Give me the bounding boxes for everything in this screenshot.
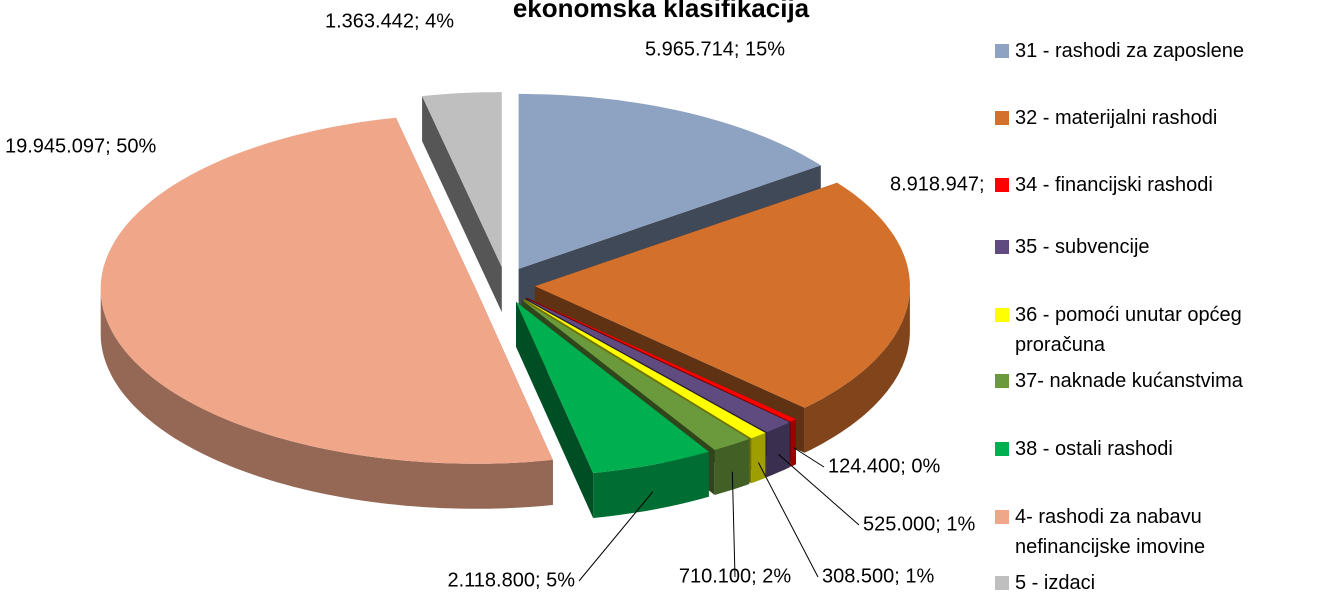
slice (100, 117, 553, 464)
legend: 31 - rashodi za zaposlene 32 - materijaln… (995, 36, 1315, 598)
data-label: 2.118.800; 5% (447, 569, 575, 591)
data-label: 710.100; 2% (679, 565, 792, 587)
legend-item: 35 - subvencije (995, 232, 1315, 262)
legend-swatch (995, 44, 1009, 58)
data-label: 8.918.947; 22% (890, 173, 990, 195)
slice (516, 301, 709, 473)
slice (518, 93, 821, 269)
legend-swatch (995, 442, 1009, 456)
legend-swatch (995, 510, 1009, 524)
slice-side (751, 432, 766, 484)
slice-side (100, 288, 553, 509)
slice (525, 298, 790, 433)
chart-title: ekonomska klasifikacija (513, 0, 810, 23)
legend-item: 4- rashodi za nabavu nefinancijske imovi… (995, 502, 1315, 562)
legend-swatch (995, 178, 1009, 192)
slice (521, 299, 750, 450)
legend-label: 35 - subvencije (1015, 236, 1150, 258)
leader-line (757, 462, 819, 578)
legend-label: 31 - rashodi za zaposlene (1015, 40, 1245, 62)
legend-item: 32 - materijalni rashodi (995, 103, 1315, 133)
legend-item: 34 - financijski rashodi (995, 170, 1315, 200)
slice-side (804, 286, 910, 453)
legend-swatch (995, 576, 1009, 590)
legend-item: 31 - rashodi za zaposlene (995, 36, 1315, 66)
legend-label: 37- naknade kućanstvima (1015, 370, 1243, 392)
slice (523, 299, 766, 439)
data-label: 124.400; 0% (828, 455, 941, 477)
legend-label: 4- rashodi za nabavu nefinancijske imovi… (1015, 506, 1206, 558)
data-label: 308.500; 1% (822, 565, 935, 587)
legend-item: 37- naknade kućanstvima (995, 366, 1315, 396)
legend-swatch (995, 374, 1009, 388)
legend-label: 5 - izdaci (1015, 572, 1096, 594)
legend-label: 32 - materijalni rashodi (1015, 107, 1218, 129)
slice-face (516, 301, 594, 518)
slice (534, 182, 910, 408)
slice-side (714, 439, 750, 495)
data-label: 5.965.714; 15% (645, 38, 785, 60)
legend-item: 5 - izdaci (995, 568, 1315, 598)
data-label: 1.363.442; 4% (325, 10, 454, 32)
leader-line (578, 491, 654, 582)
slice-face (422, 96, 502, 313)
slice (422, 92, 502, 268)
data-label: 525.000; 1% (863, 513, 976, 535)
leader-line (731, 471, 736, 578)
legend-label: 34 - financijski rashodi (1015, 174, 1213, 196)
legend-item: 36 - pomoći unutar općeg proračuna (995, 300, 1315, 360)
leader-line (778, 453, 860, 526)
legend-item: 38 - ostali rashodi (995, 434, 1315, 464)
legend-label: 38 - ostali rashodi (1015, 438, 1173, 460)
leader-line (793, 447, 825, 468)
legend-swatch (995, 308, 1009, 322)
data-label: 19.945.097; 50% (5, 135, 156, 157)
legend-swatch (995, 240, 1009, 254)
slice-side (766, 422, 790, 478)
legend-label: 36 - pomoći unutar općeg proračuna (1015, 304, 1242, 356)
slice-side (790, 419, 796, 467)
slice-side (593, 451, 709, 518)
chart: ekonomska klasifikacija 5.965.714; 15% 8.… (5, 0, 990, 591)
legend-swatch (995, 111, 1009, 125)
slice (526, 297, 796, 422)
